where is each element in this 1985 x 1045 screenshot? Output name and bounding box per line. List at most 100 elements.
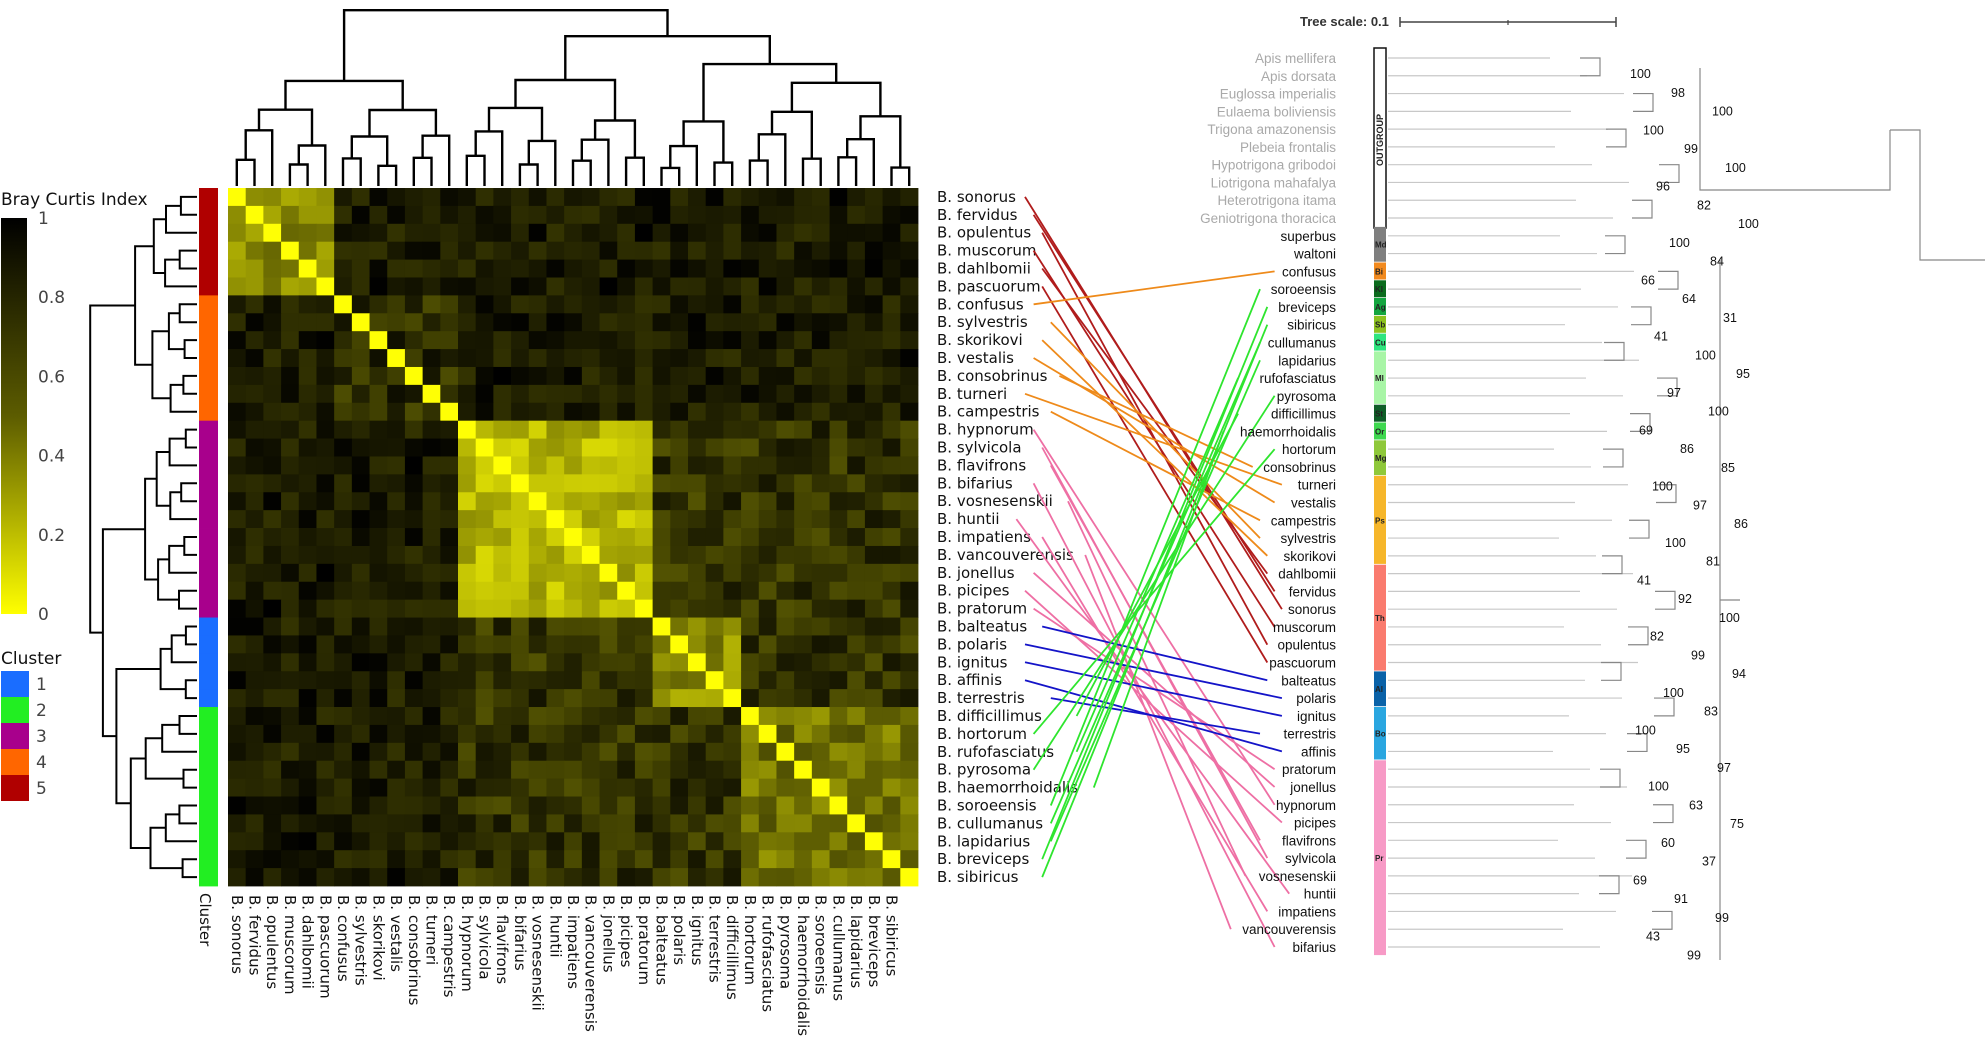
heatmap-cell: [847, 796, 866, 815]
heatmap-cell: [688, 778, 707, 797]
heatmap-cell: [564, 742, 583, 762]
heatmap-cell: [723, 832, 742, 851]
heatmap-cell: [493, 617, 512, 636]
heatmap-cell: [298, 832, 317, 851]
heatmap-cell: [564, 581, 583, 601]
heatmap-cell: [228, 313, 247, 332]
heatmap-cell: [634, 760, 654, 780]
heatmap-cell: [847, 438, 866, 457]
heatmap-cell: [599, 331, 618, 350]
heatmap-cell: [705, 241, 724, 260]
heatmap-cell: [387, 850, 406, 869]
tree-node: [1657, 377, 1678, 397]
heatmap-cell: [900, 778, 919, 797]
heatmap-cell: [617, 241, 636, 260]
heatmap-cell: [475, 581, 494, 601]
tanglegram-link: [1024, 590, 1283, 824]
heatmap-cell: [493, 205, 512, 225]
heatmap-cell: [847, 205, 866, 225]
heatmap-cell: [794, 528, 813, 547]
heatmap-cell: [670, 528, 689, 547]
heatmap-cell: [741, 581, 760, 601]
heatmap-cell: [511, 760, 530, 780]
heatmap-cell: [564, 635, 583, 654]
heatmap-cell: [794, 295, 813, 314]
heatmap-cell: [422, 223, 441, 243]
heatmap-cell: [369, 313, 388, 332]
bootstrap-value: 98: [1671, 86, 1685, 100]
heatmap-cell: [652, 438, 671, 457]
dendrogram-branch: [183, 536, 197, 556]
heatmap-cell: [652, 295, 671, 314]
heatmap-cell: [688, 188, 707, 207]
heatmap-cell: [316, 402, 335, 422]
heatmap-cell: [670, 850, 689, 869]
heatmap-cell: [882, 438, 901, 457]
heatmap-cell: [864, 313, 884, 332]
heatmap-cell: [511, 528, 530, 547]
heatmap-cell: [298, 259, 317, 278]
heatmap-cell: [263, 545, 282, 565]
subgenus-label: Kl: [1375, 285, 1383, 294]
dendrogram-branch: [179, 195, 197, 216]
heatmap-cell: [723, 223, 742, 243]
cluster-bar-cell: [199, 778, 218, 797]
dendrogram-branch: [178, 303, 197, 324]
heatmap-cell: [281, 724, 300, 744]
heatmap: [228, 188, 919, 887]
heatmap-cell: [847, 545, 866, 565]
heatmap-cell: [263, 707, 282, 726]
heatmap-cell: [670, 223, 689, 243]
heatmap-cell: [334, 707, 353, 726]
heatmap-cell: [581, 832, 600, 851]
heatmap-cell: [228, 850, 247, 869]
heatmap-cell: [617, 760, 636, 780]
row-label: B. affinis: [937, 671, 1002, 689]
heatmap-cell: [758, 188, 777, 207]
heatmap-cell: [599, 617, 618, 636]
heatmap-cell: [741, 474, 760, 493]
tree-node: [1659, 164, 1680, 184]
heatmap-cell: [741, 796, 760, 815]
heatmap-cell: [334, 671, 353, 690]
heatmap-cell: [634, 492, 654, 511]
heatmap-cell: [493, 545, 512, 565]
heatmap-cell: [387, 689, 406, 708]
heatmap-cell: [599, 796, 618, 815]
tree-node: [1629, 519, 1650, 539]
heatmap-cell: [758, 581, 777, 601]
heatmap-cell: [758, 760, 777, 780]
heatmap-cell: [634, 456, 654, 475]
heatmap-cell: [758, 438, 777, 457]
heatmap-cell: [281, 456, 300, 475]
heatmap-cell: [298, 814, 317, 833]
heatmap-cell: [546, 188, 565, 207]
heatmap-cell: [617, 223, 636, 243]
heatmap-cell: [493, 724, 512, 744]
dendrogram-branch: [341, 157, 362, 186]
heatmap-cell: [528, 581, 547, 601]
heatmap-cell: [811, 760, 830, 780]
heatmap-cell: [546, 295, 565, 314]
heatmap-cell: [864, 277, 884, 296]
dendrogram-branch: [297, 144, 327, 186]
heatmap-cell: [493, 492, 512, 511]
heatmap-cell: [617, 742, 636, 762]
heatmap-cell: [440, 223, 459, 243]
heatmap-cell: [387, 868, 406, 887]
heatmap-cell: [334, 832, 353, 851]
heatmap-cell: [475, 313, 494, 332]
heatmap-cell: [228, 689, 247, 708]
heatmap-cell: [404, 528, 424, 547]
heatmap-cell: [458, 671, 477, 690]
heatmap-cell: [617, 492, 636, 511]
heatmap-cell: [316, 188, 335, 207]
heatmap-cell: [528, 689, 547, 708]
heatmap-cell: [599, 241, 618, 260]
heatmap-cell: [528, 814, 547, 833]
heatmap-cell: [882, 510, 901, 529]
heatmap-cell: [528, 850, 547, 869]
heatmap-cell: [228, 528, 247, 547]
heatmap-cell: [263, 724, 282, 744]
outgroup-taxon-label: Apis dorsata: [1261, 69, 1337, 84]
